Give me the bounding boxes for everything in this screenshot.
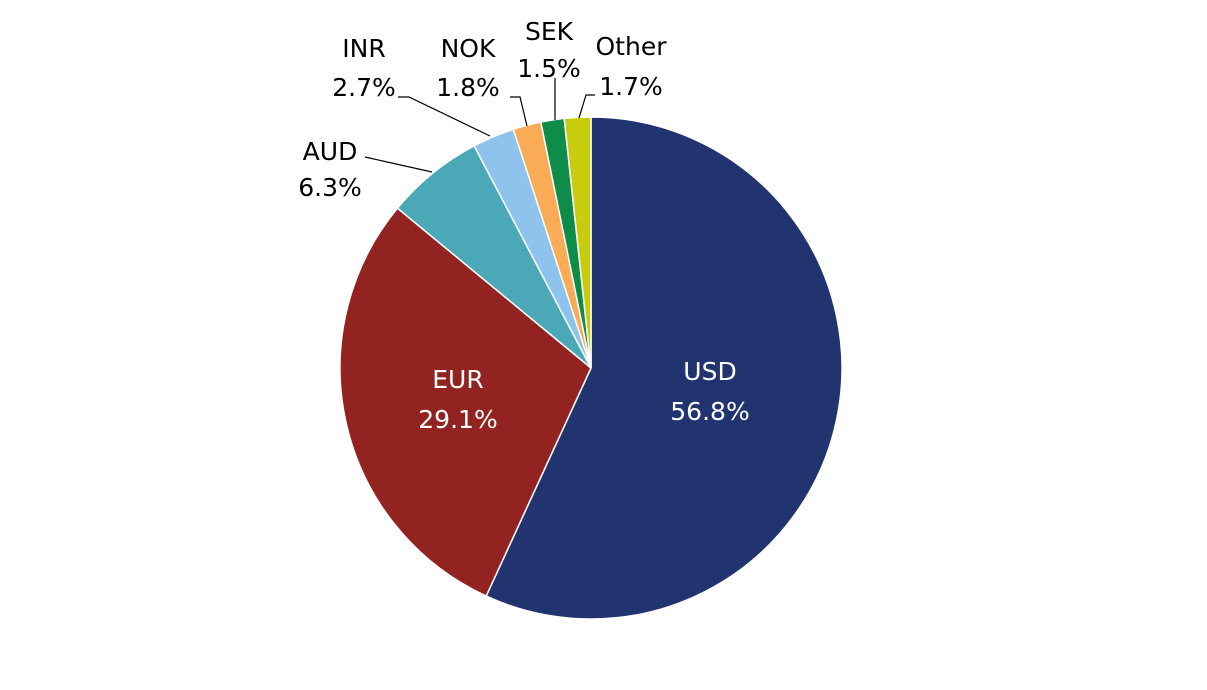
slice-label-other: Other [596,32,668,61]
slice-value-eur: 29.1% [418,405,497,434]
slice-label-inr: INR [342,34,385,63]
pie-slices [339,116,843,620]
slice-labels: USD 56.8% EUR 29.1% AUD 6.3% INR 2.7% NOK 1.8% SEK… [298,17,749,434]
slice-other [563,116,592,369]
slice-label-eur: EUR [432,365,483,394]
leader-line-aud [364,156,433,173]
slice-eur [339,207,592,598]
slice-label-usd: USD [683,357,736,386]
leader-lines [364,78,595,173]
slice-value-usd: 56.8% [670,397,749,426]
slice-value-nok: 1.8% [436,73,500,102]
leader-line-nok [510,96,528,127]
slice-label-aud: AUD [303,137,358,166]
slice-value-other: 1.7% [599,72,663,101]
slice-value-inr: 2.7% [332,73,396,102]
slice-label-sek: SEK [525,17,574,46]
slice-value-sek: 1.5% [517,54,581,83]
leader-line-other [578,94,595,119]
slice-label-nok: NOK [441,34,496,63]
leader-line-inr [398,96,491,137]
slice-value-aud: 6.3% [298,173,362,202]
slice-usd [485,116,843,620]
